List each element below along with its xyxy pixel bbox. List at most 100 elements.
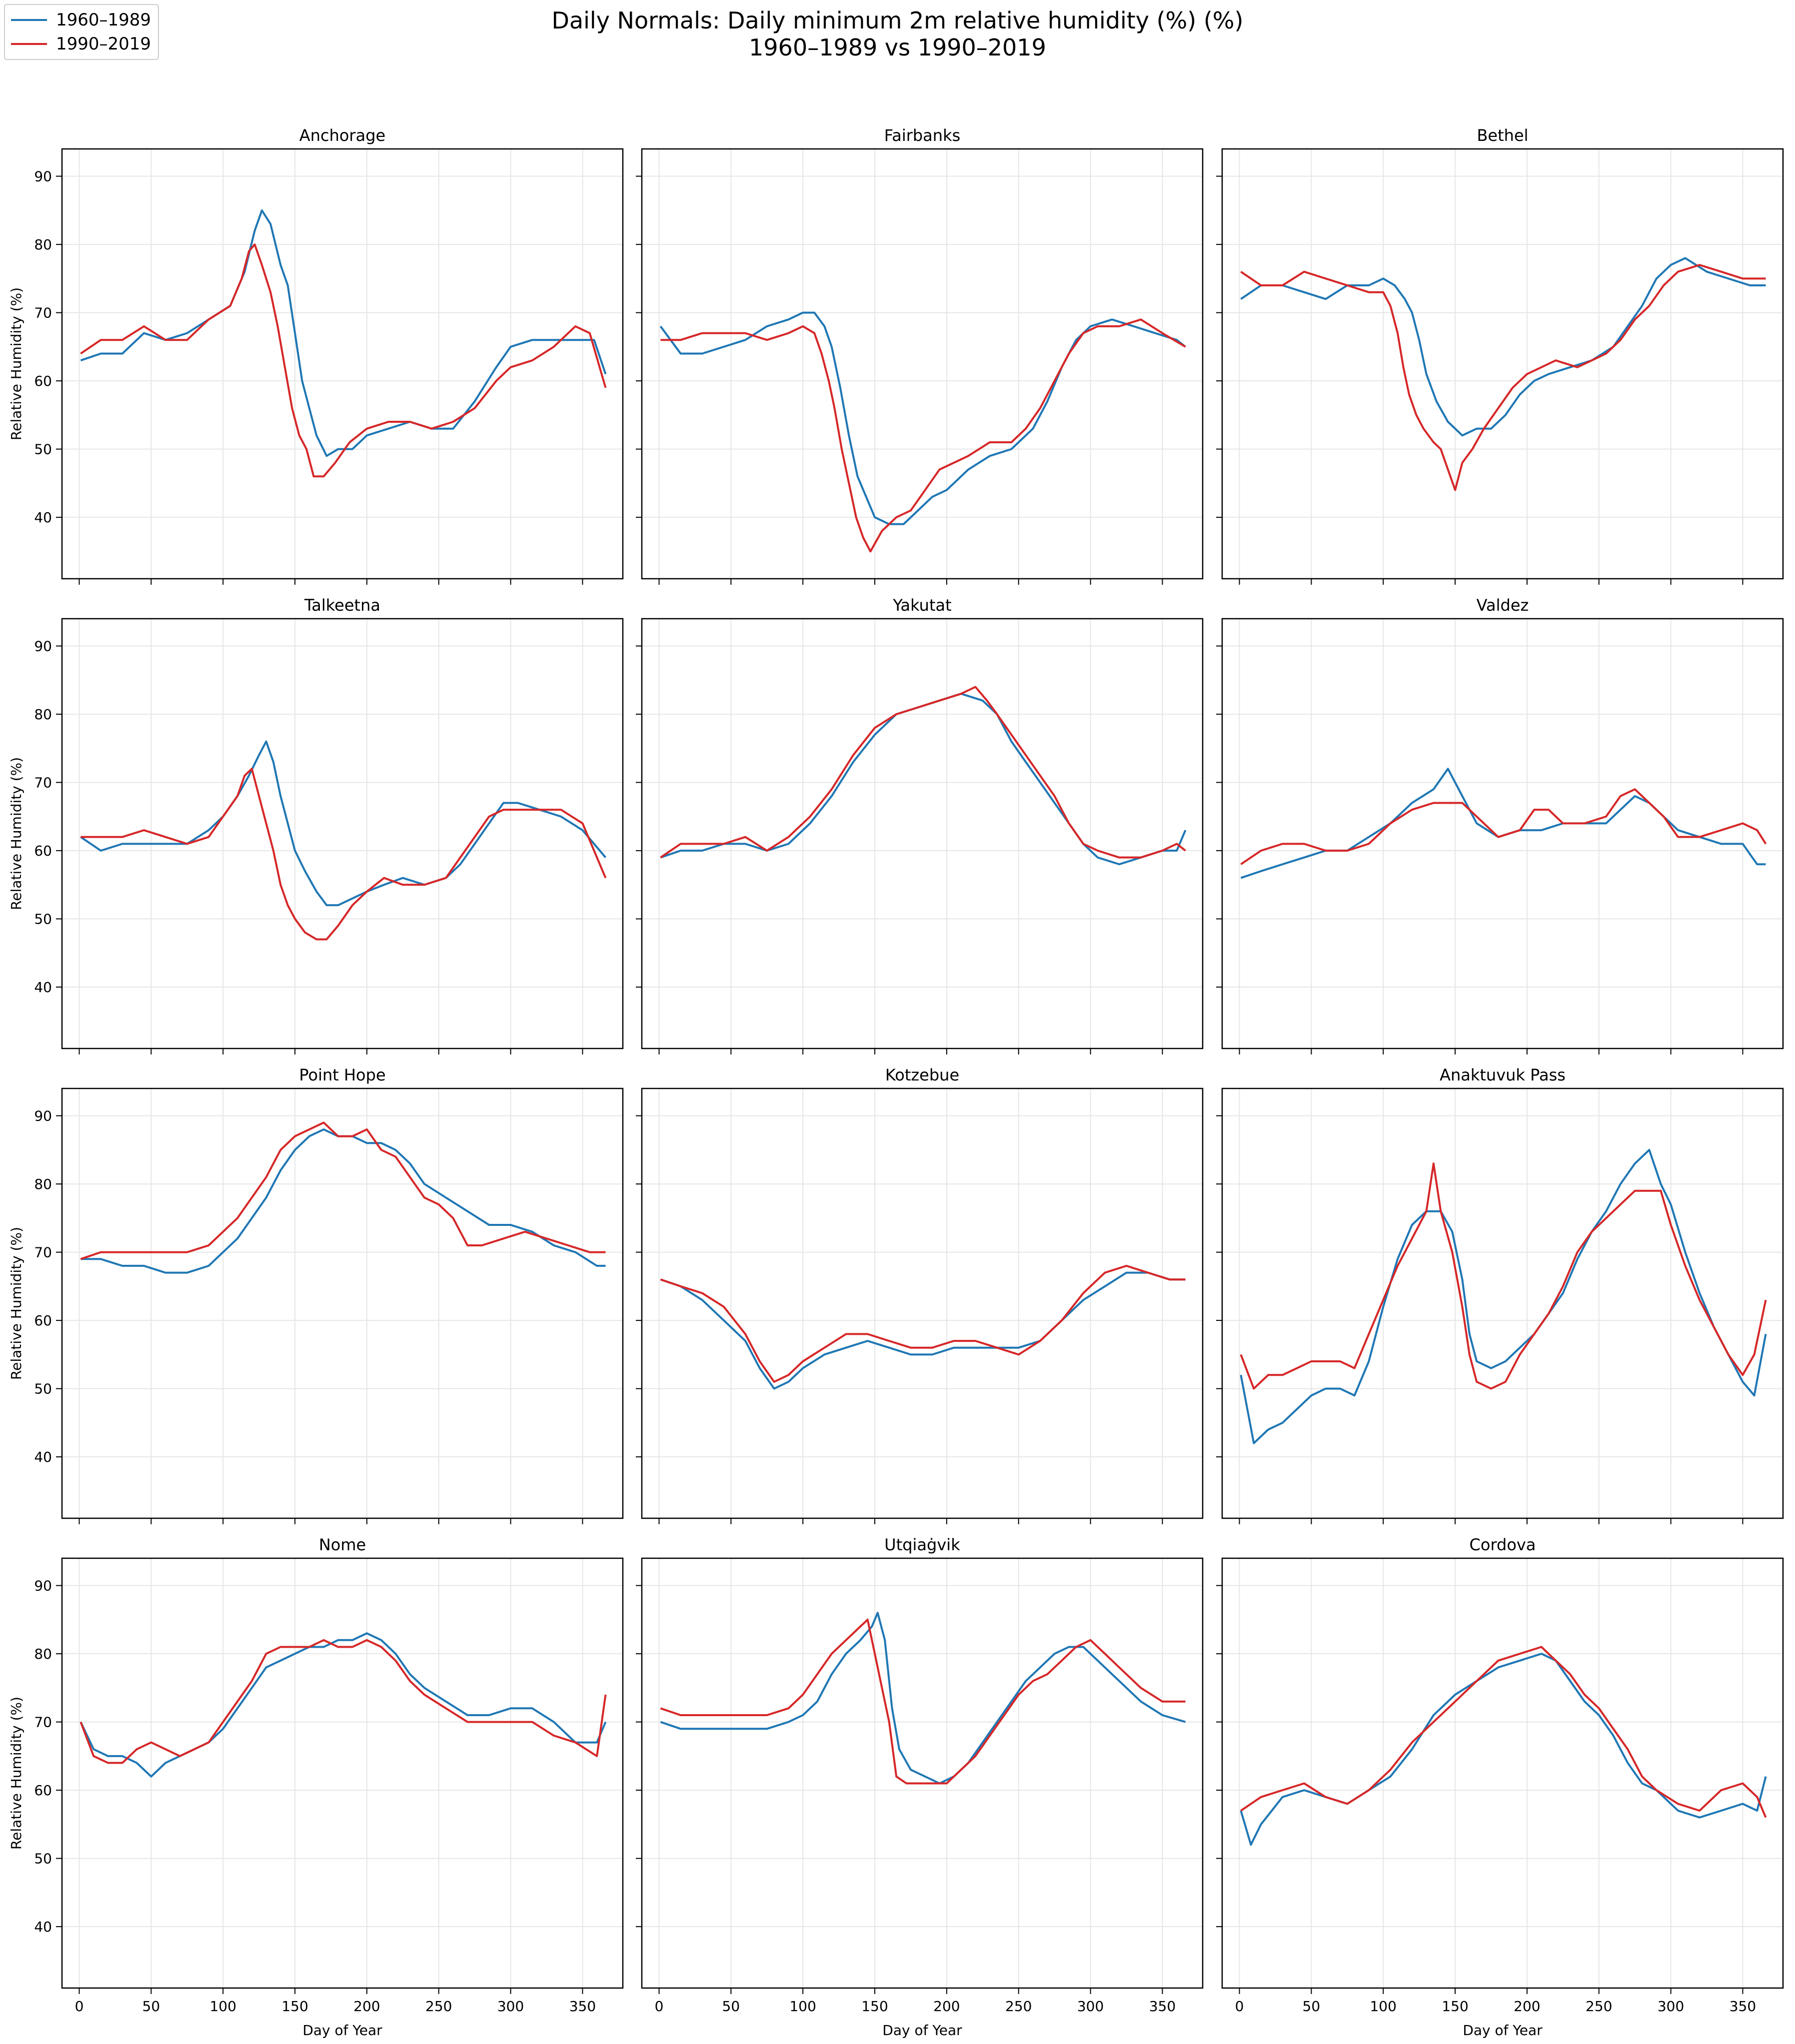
legend-swatch-1990-2019 bbox=[11, 43, 47, 45]
panel-title-yakutat: Yakutat bbox=[892, 596, 951, 615]
legend-label-1960-1989: 1960–1989 bbox=[56, 10, 151, 30]
figure-legend: 1960–1989 1990–2019 bbox=[4, 4, 159, 60]
panel-frame bbox=[641, 1087, 1204, 1519]
panel-title-point-hope: Point Hope bbox=[299, 1065, 385, 1084]
x-tick-label-350: 350 bbox=[1149, 1998, 1176, 2015]
panel-kotzebue: Kotzebue bbox=[636, 1065, 1204, 1524]
panel-frame bbox=[61, 1087, 624, 1519]
panel-bethel: Bethel bbox=[1216, 126, 1784, 585]
series-line-1990-2019 bbox=[660, 1264, 1186, 1383]
panel-title-bethel: Bethel bbox=[1477, 126, 1528, 145]
y-tick-label-90: 90 bbox=[34, 638, 52, 655]
panel-frame bbox=[1221, 148, 1784, 580]
panel-title-fairbanks: Fairbanks bbox=[884, 126, 961, 145]
x-tick-label-100: 100 bbox=[209, 1998, 236, 2015]
panel-frame bbox=[1221, 618, 1784, 1049]
panel-fairbanks: Fairbanks bbox=[636, 126, 1204, 585]
y-tick-label-50: 50 bbox=[34, 1851, 52, 1867]
y-tick-label-40: 40 bbox=[34, 509, 52, 526]
series-line-1960-1989 bbox=[1240, 257, 1766, 437]
series-line-1990-2019 bbox=[660, 1618, 1186, 1785]
series-line-1960-1989 bbox=[1240, 1148, 1767, 1444]
x-tick-label-100: 100 bbox=[789, 1998, 816, 2015]
panel-title-anaktuvuk-pass: Anaktuvuk Pass bbox=[1440, 1065, 1566, 1084]
panel-title-talkeetna: Talkeetna bbox=[304, 596, 380, 615]
panel-frame bbox=[61, 1557, 624, 1989]
panel-frame bbox=[641, 1557, 1204, 1989]
series-line-1990-2019 bbox=[79, 1639, 607, 1764]
x-tick-label-200: 200 bbox=[933, 1998, 960, 2015]
y-axis-label: Relative Humidity (%) bbox=[8, 757, 24, 910]
panel-frame bbox=[1221, 1087, 1784, 1519]
x-axis-label: Day of Year bbox=[1463, 2022, 1543, 2039]
y-tick-label-40: 40 bbox=[34, 979, 52, 996]
y-tick-label-60: 60 bbox=[34, 1312, 52, 1329]
y-tick-label-50: 50 bbox=[34, 911, 52, 928]
y-tick-label-40: 40 bbox=[34, 1919, 52, 1935]
x-tick-label-0: 0 bbox=[655, 1998, 664, 2015]
series-line-1990-2019 bbox=[80, 1121, 606, 1260]
panel-nome: Nome 0 50 100 150 200 250 300 350 40 50 60 70 80 90 Day… bbox=[8, 1535, 624, 2039]
y-tick-label-80: 80 bbox=[34, 1176, 52, 1192]
series-line-1960-1989 bbox=[1240, 768, 1766, 879]
y-tick-label-90: 90 bbox=[34, 168, 52, 185]
y-tick-label-80: 80 bbox=[34, 1646, 52, 1662]
y-axis-label: Relative Humidity (%) bbox=[8, 1227, 24, 1380]
legend-item-1960-1989: 1960–1989 bbox=[11, 8, 151, 32]
x-axis-label: Day of Year bbox=[302, 2022, 382, 2039]
panel-frame bbox=[61, 148, 624, 580]
series-line-1960-1989 bbox=[79, 1632, 607, 1778]
panel-title-utqiag-vik: Utqiaġvik bbox=[884, 1535, 960, 1554]
panel-title-anchorage: Anchorage bbox=[299, 126, 385, 145]
panel-title-cordova: Cordova bbox=[1470, 1535, 1536, 1554]
y-tick-label-70: 70 bbox=[34, 1244, 52, 1261]
x-tick-label-250: 250 bbox=[1586, 1998, 1612, 2015]
panel-talkeetna: Talkeetna 40 50 60 70 80 90 Relative Humidity (… bbox=[8, 596, 624, 1054]
series-line-1990-2019 bbox=[1240, 788, 1767, 866]
x-tick-label-300: 300 bbox=[497, 1998, 524, 2015]
panel-frame bbox=[61, 618, 624, 1049]
series-line-1990-2019 bbox=[80, 243, 607, 478]
y-tick-label-60: 60 bbox=[34, 373, 52, 389]
panel-utqiag-vik: Utqiaġvik 0 50 100 150 200 250 300 350 Day of Yea… bbox=[636, 1535, 1204, 2039]
series-line-1990-2019 bbox=[660, 318, 1186, 553]
y-tick-label-60: 60 bbox=[34, 843, 52, 859]
panel-anchorage: Anchorage 40 50 60 70 80 90 Relative Humidity (… bbox=[8, 126, 624, 585]
series-line-1990-2019 bbox=[1240, 264, 1766, 491]
y-tick-label-80: 80 bbox=[34, 706, 52, 723]
series-line-1990-2019 bbox=[80, 768, 607, 941]
x-tick-label-250: 250 bbox=[1005, 1998, 1032, 2015]
series-line-1960-1989 bbox=[1240, 1653, 1767, 1846]
y-tick-label-50: 50 bbox=[34, 1381, 52, 1397]
y-tick-label-90: 90 bbox=[34, 1108, 52, 1124]
y-axis-label: Relative Humidity (%) bbox=[8, 1697, 24, 1850]
panel-point-hope: Point Hope 40 50 60 70 80 90 Relative Humidity … bbox=[8, 1065, 624, 1524]
x-tick-label-200: 200 bbox=[353, 1998, 380, 2015]
y-tick-label-40: 40 bbox=[34, 1449, 52, 1465]
panel-anaktuvuk-pass: Anaktuvuk Pass bbox=[1216, 1065, 1784, 1524]
x-tick-label-50: 50 bbox=[722, 1998, 740, 2015]
x-tick-label-150: 150 bbox=[281, 1998, 308, 2015]
y-tick-label-70: 70 bbox=[34, 775, 52, 791]
series-line-1960-1989 bbox=[660, 1271, 1186, 1390]
y-tick-label-70: 70 bbox=[34, 1714, 52, 1731]
figure-title: Daily Normals: Daily minimum 2m relative… bbox=[0, 7, 1795, 61]
x-tick-label-350: 350 bbox=[1730, 1998, 1756, 2015]
x-tick-label-0: 0 bbox=[75, 1998, 84, 2015]
x-tick-label-100: 100 bbox=[1370, 1998, 1396, 2015]
x-tick-label-50: 50 bbox=[1303, 1998, 1321, 2015]
x-axis-label: Day of Year bbox=[882, 2022, 962, 2039]
panel-cordova: Cordova 0 50 100 150 200 250 300 350 Day of Year bbox=[1216, 1535, 1784, 2039]
y-tick-label-80: 80 bbox=[34, 236, 52, 253]
x-tick-label-300: 300 bbox=[1077, 1998, 1104, 2015]
legend-label-1990-2019: 1990–2019 bbox=[56, 34, 151, 54]
legend-item-1990-2019: 1990–2019 bbox=[11, 32, 151, 56]
y-tick-label-60: 60 bbox=[34, 1782, 52, 1799]
panel-frame bbox=[1221, 1557, 1784, 1989]
panel-title-valdez: Valdez bbox=[1477, 596, 1529, 615]
panel-yakutat: Yakutat bbox=[636, 596, 1204, 1054]
series-line-1960-1989 bbox=[80, 209, 607, 457]
y-tick-label-90: 90 bbox=[34, 1578, 52, 1594]
